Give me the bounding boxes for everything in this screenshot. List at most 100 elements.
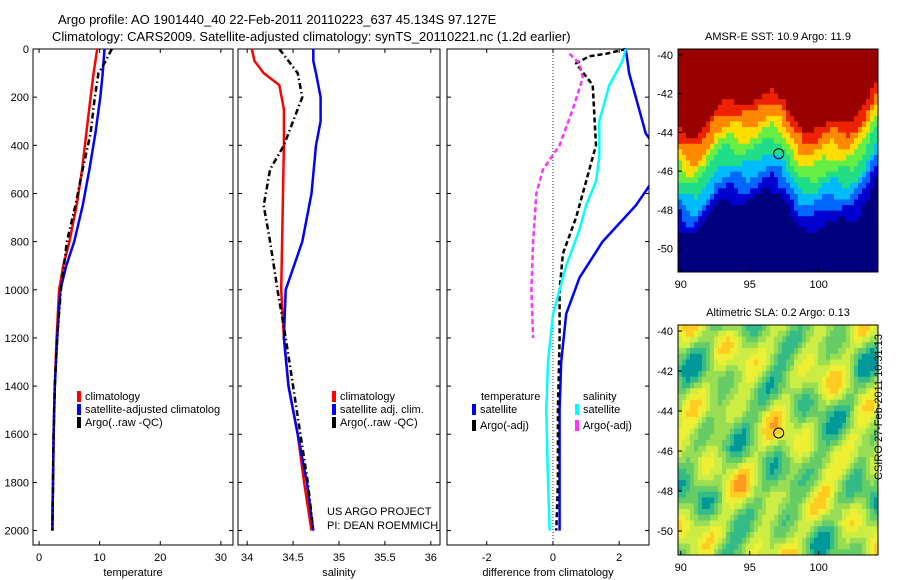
- heatmap-cell: [834, 422, 839, 429]
- heatmap-cell: [866, 497, 871, 504]
- heatmap-cell: [802, 121, 807, 128]
- heatmap-cell: [834, 486, 839, 493]
- heatmap-cell: [702, 348, 707, 355]
- heatmap-cell: [858, 520, 863, 527]
- heatmap-cell: [842, 221, 847, 228]
- heatmap-cell: [770, 60, 775, 67]
- heatmap-cell: [762, 60, 767, 67]
- heatmap-cell: [770, 99, 775, 106]
- heatmap-cell: [746, 365, 751, 372]
- heatmap-cell: [754, 514, 759, 521]
- x-tick-label: 35: [333, 552, 345, 564]
- heatmap-cell: [858, 88, 863, 95]
- heatmap-cell: [870, 227, 875, 234]
- heatmap-cell: [738, 177, 743, 184]
- heatmap-cell: [786, 232, 791, 239]
- heatmap-cell: [866, 60, 871, 67]
- heatmap-cell: [874, 88, 879, 95]
- heatmap-cell: [746, 266, 751, 273]
- heatmap-cell: [822, 399, 827, 406]
- heatmap-cell: [838, 60, 843, 67]
- heatmap-cell: [870, 468, 875, 475]
- heatmap-cell: [862, 440, 867, 447]
- heatmap-cell: [750, 132, 755, 139]
- heatmap-cell: [714, 249, 719, 256]
- heatmap-cell: [838, 388, 843, 395]
- heatmap-cell: [798, 238, 803, 245]
- heatmap-cell: [786, 325, 791, 332]
- heatmap-cell: [782, 537, 787, 544]
- heatmap-cell: [746, 445, 751, 452]
- heatmap-cell: [786, 336, 791, 343]
- heatmap-cell: [702, 60, 707, 67]
- heatmap-cell: [690, 376, 695, 383]
- heatmap-cell: [786, 171, 791, 178]
- heatmap-cell: [802, 60, 807, 67]
- heatmap-cell: [678, 193, 683, 200]
- heatmap-cell: [710, 199, 715, 206]
- heatmap-cell: [842, 132, 847, 139]
- heatmap-cell: [870, 154, 875, 161]
- heatmap-cell: [870, 445, 875, 452]
- heatmap-cell: [794, 503, 799, 510]
- heatmap-cell: [810, 388, 815, 395]
- heatmap-cell: [830, 520, 835, 527]
- panel-edge-mask: [649, 47, 678, 547]
- heatmap-cell: [838, 199, 843, 206]
- heatmap-cell: [710, 417, 715, 424]
- heatmap-cell: [774, 82, 779, 89]
- heatmap-cell: [842, 457, 847, 464]
- heatmap-cell: [770, 171, 775, 178]
- heatmap-cell: [786, 49, 791, 55]
- heatmap-cell: [702, 537, 707, 544]
- heatmap-cell: [750, 227, 755, 234]
- heatmap-cell: [774, 474, 779, 481]
- heatmap-cell: [834, 348, 839, 355]
- heatmap-cell: [822, 65, 827, 72]
- heatmap-cell: [802, 88, 807, 95]
- heatmap-cell: [714, 365, 719, 372]
- heatmap-cell: [766, 336, 771, 343]
- heatmap-cell: [782, 249, 787, 256]
- heatmap-cell: [814, 205, 819, 212]
- heatmap-cell: [702, 486, 707, 493]
- heatmap-cell: [746, 497, 751, 504]
- heatmap-cell: [730, 60, 735, 67]
- heatmap-cell: [798, 440, 803, 447]
- heatmap-cell: [774, 149, 779, 156]
- heatmap-cell: [686, 330, 691, 337]
- heatmap-cell: [854, 232, 859, 239]
- heatmap-cell: [842, 154, 847, 161]
- heatmap-cell: [710, 359, 715, 366]
- heatmap-cell: [682, 93, 687, 100]
- heatmap-cell: [782, 127, 787, 134]
- heatmap-cell: [758, 82, 763, 89]
- heatmap-cell: [690, 199, 695, 206]
- heatmap-cell: [778, 166, 783, 173]
- heatmap-cell: [794, 394, 799, 401]
- heatmap-cell: [702, 160, 707, 167]
- heatmap-cell: [826, 216, 831, 223]
- heatmap-cell: [782, 193, 787, 200]
- heatmap-cell: [858, 486, 863, 493]
- heatmap-cell: [694, 182, 699, 189]
- heatmap-cell: [794, 422, 799, 429]
- heatmap-cell: [686, 388, 691, 395]
- heatmap-cell: [698, 376, 703, 383]
- heatmap-cell: [806, 154, 811, 161]
- heatmap-cell: [814, 325, 819, 332]
- heatmap-cell: [782, 474, 787, 481]
- heatmap-cell: [766, 520, 771, 527]
- heatmap-cell: [678, 422, 683, 429]
- heatmap-cell: [686, 199, 691, 206]
- heatmap-cell: [722, 143, 727, 150]
- heatmap-cell: [866, 376, 871, 383]
- heatmap-cell: [806, 463, 811, 470]
- heatmap-cell: [714, 49, 719, 55]
- heatmap-cell: [822, 411, 827, 418]
- heatmap-cell: [862, 474, 867, 481]
- heatmap-cell: [726, 104, 731, 111]
- heatmap-cell: [678, 138, 683, 145]
- heatmap-cell: [714, 503, 719, 510]
- heatmap-cell: [830, 549, 835, 556]
